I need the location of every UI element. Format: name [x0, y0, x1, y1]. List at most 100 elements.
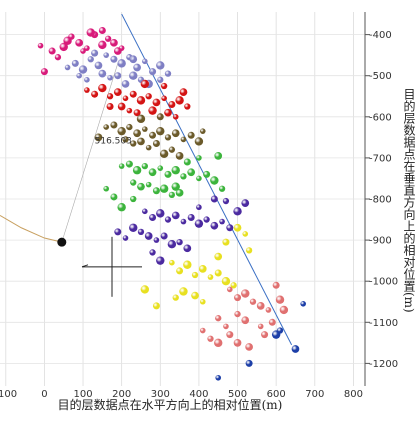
magenta-point: [75, 38, 84, 47]
curve-line: [0, 215, 62, 243]
purple-point: [114, 228, 122, 236]
green-point: [187, 168, 196, 177]
purple-point: [156, 209, 165, 218]
magenta-point: [110, 38, 118, 47]
x-tick-label: 300: [151, 389, 170, 400]
pink-point: [272, 281, 280, 289]
yellow-point: [183, 260, 192, 269]
magenta-point: [63, 36, 72, 45]
purple-point: [210, 221, 219, 230]
magenta-point: [54, 54, 62, 61]
green-point: [175, 188, 184, 197]
purple-point: [183, 244, 192, 253]
purple-point: [233, 207, 242, 216]
magenta-point: [98, 40, 107, 50]
lavender-point: [114, 72, 122, 80]
lavender-point: [107, 74, 113, 81]
y-tick-label: -900: [369, 236, 392, 247]
x-tick-label: 100: [73, 389, 92, 400]
olive-point: [194, 137, 204, 146]
lavender-point: [129, 71, 138, 80]
blue-point: [276, 327, 284, 334]
x-axis-label: 目的层数据点在水平方向上的相对位置(m): [57, 398, 283, 412]
lavender-point: [156, 61, 165, 70]
pink-point: [199, 327, 206, 334]
lavender-point: [149, 68, 157, 76]
purple-point: [122, 235, 129, 241]
axes: -400-500-600-700-800-900-1000-1100-1200-…: [0, 12, 398, 400]
yellow-point: [242, 231, 249, 237]
yellow-point: [140, 285, 150, 294]
olive-point: [117, 126, 126, 136]
green-point: [168, 191, 176, 199]
pink-point: [256, 302, 265, 310]
olive-point: [110, 121, 118, 129]
olive-point: [142, 126, 148, 132]
purple-point: [210, 195, 218, 203]
red-point: [161, 82, 168, 90]
pink-point: [207, 335, 214, 342]
red-point: [175, 96, 184, 105]
data-points: [37, 26, 307, 381]
magenta-point: [40, 68, 48, 76]
yellow-point: [198, 265, 207, 273]
lavender-point: [76, 72, 82, 79]
purple-point: [222, 197, 230, 205]
red-point: [172, 114, 179, 120]
green-point: [130, 179, 137, 186]
red-point: [164, 108, 172, 117]
olive-point: [187, 131, 195, 139]
olive-point: [152, 140, 160, 148]
compass-rose: [81, 236, 143, 297]
red-point: [106, 103, 114, 111]
green-point: [171, 166, 180, 175]
green-point: [164, 170, 172, 178]
yellow-point: [169, 259, 175, 266]
yellow-point: [191, 271, 199, 279]
green-point: [118, 163, 125, 169]
magenta-point: [48, 47, 56, 55]
green-point: [171, 182, 180, 191]
magenta-point: [104, 35, 112, 42]
purple-point: [187, 213, 195, 221]
lavender-point: [78, 65, 88, 74]
pink-point: [241, 289, 250, 298]
lavender-point: [164, 70, 172, 77]
blue-point: [300, 301, 307, 307]
olive-point: [199, 128, 206, 134]
yellow-point: [221, 276, 231, 286]
purple-point: [160, 232, 168, 240]
blue-point: [245, 359, 253, 367]
pink-point: [215, 315, 222, 322]
yellow-point: [230, 282, 237, 289]
lavender-point: [71, 59, 79, 67]
red-point: [161, 95, 167, 102]
lavender-point: [142, 58, 148, 65]
olive-point: [133, 129, 141, 138]
x-tick-label: 200: [112, 389, 131, 400]
olive-point: [149, 131, 157, 139]
olive-point: [180, 136, 187, 143]
magenta-point: [98, 26, 106, 34]
olive-point: [156, 126, 165, 136]
red-point: [122, 95, 129, 102]
green-point: [145, 181, 152, 188]
green-point: [117, 203, 126, 212]
y-tick-label: -600: [369, 112, 392, 123]
y-tick-label: -1200: [369, 359, 398, 370]
yellow-point: [222, 238, 230, 246]
lavender-point: [133, 63, 141, 72]
olive-point: [136, 114, 146, 124]
red-point: [113, 88, 122, 96]
green-point: [152, 187, 160, 195]
x-tick-label: 800: [344, 389, 363, 400]
lavender-point: [64, 64, 71, 71]
x-tick-label: 400: [189, 389, 208, 400]
pink-point: [245, 343, 253, 351]
purple-point: [137, 228, 145, 236]
y-tick-label: -400: [369, 30, 392, 41]
olive-point: [164, 134, 172, 141]
magenta-point: [113, 47, 122, 55]
olive-point: [130, 140, 137, 147]
